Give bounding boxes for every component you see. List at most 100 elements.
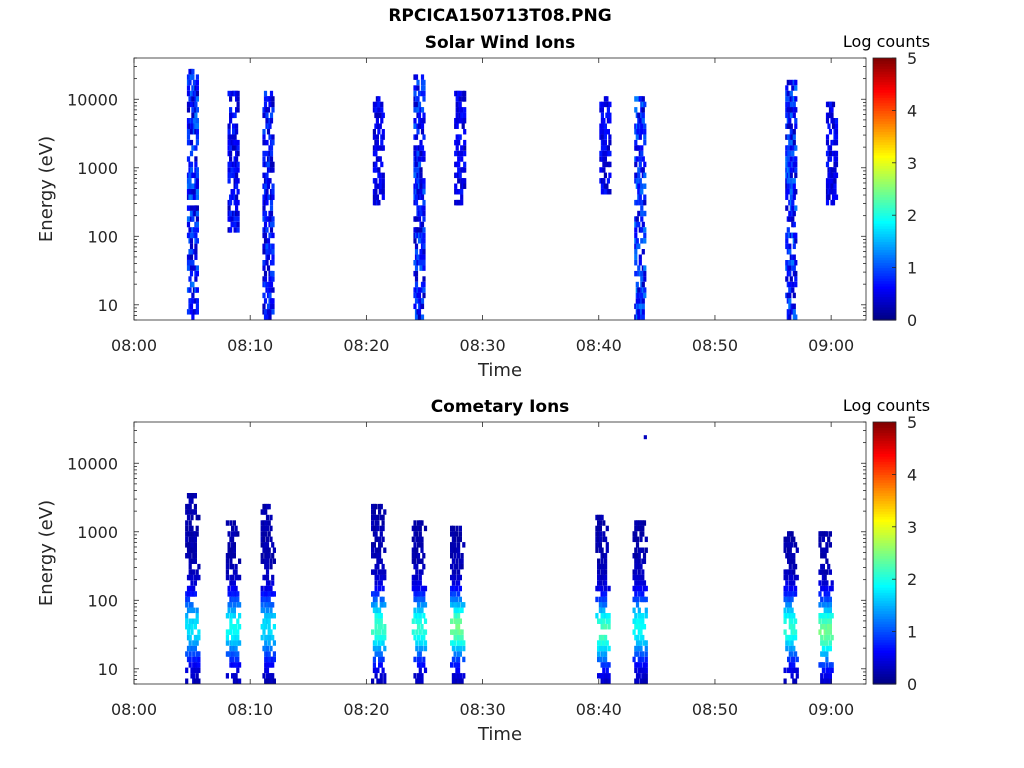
colorbar-segment [873,207,896,211]
heatmap-cell [632,607,636,614]
heatmap-cell [381,574,385,581]
heatmap-cell [371,678,375,684]
heatmap-cell [637,172,641,179]
heatmap-cell [600,596,604,603]
heatmap-cell [371,553,375,559]
colorbar-segment [873,178,896,182]
heatmap-cell [634,520,638,526]
heatmap-cell [265,634,270,641]
heatmap-cell [600,651,604,657]
heatmap-cell [269,145,274,151]
colorbar-segment [873,508,896,512]
heatmap-cell [420,558,424,564]
heatmap-cell [785,536,789,543]
heatmap-cell [271,553,275,559]
heatmap-cell [264,542,268,548]
heatmap-cell [380,118,384,124]
heatmap-cell [377,101,381,108]
heatmap-cell [413,303,417,310]
heatmap-cell [794,585,798,592]
colorbar-segment [873,505,896,510]
heatmap-cell [788,580,792,586]
heatmap-cell [605,183,609,189]
heatmap-cell [786,90,790,97]
heatmap-cell [378,645,382,652]
heatmap-cell [451,591,455,597]
colorbar-segment [873,78,896,83]
heatmap-cell [458,134,462,140]
heatmap-cell [188,651,192,657]
heatmap-cell [828,602,832,608]
heatmap-cell [229,596,233,603]
heatmap-cell [602,673,606,679]
heatmap-cell [195,167,199,173]
heatmap-cell [786,156,790,162]
heatmap-cell [825,656,829,663]
heatmap-cell [791,260,795,266]
heatmap-cell [598,563,602,570]
heatmap-cell [263,276,268,282]
heatmap-cell [231,634,235,641]
heatmap-cell [602,662,606,668]
heatmap-cell [422,79,426,86]
heatmap-cell [783,596,787,603]
heatmap-cell [790,536,794,543]
heatmap-cell [236,210,240,217]
colorbar-segment [873,168,896,172]
heatmap-cell [267,591,271,597]
heatmap-cell [635,134,639,140]
heatmap-cell [231,563,235,570]
heatmap-cell [371,629,375,635]
heatmap-cell [192,645,196,652]
heatmap-cell [381,634,385,641]
heatmap-cell [638,303,642,310]
heatmap-cell [415,640,419,646]
heatmap-cell [265,580,270,586]
heatmap-cell [637,520,641,526]
heatmap-cell [794,276,798,282]
heatmap-cell [788,651,792,657]
heatmap-cell [783,536,787,543]
heatmap-cell [420,547,424,553]
heatmap-cell [604,634,608,641]
heatmap-cell [637,183,641,189]
heatmap-cell [604,585,608,592]
heatmap-cell [185,520,189,526]
heatmap-cell [787,596,791,603]
heatmap-cell [827,678,831,684]
heatmap-cell [451,525,455,532]
heatmap-cell [792,292,796,299]
heatmap-cell [229,227,233,233]
heatmap-cell [190,607,194,614]
heatmap-cell [415,618,419,624]
heatmap-cell [238,662,242,668]
heatmap-cell [383,678,387,684]
heatmap-cell [791,281,795,288]
colorbar-segment [873,81,896,85]
heatmap-cell [640,123,644,129]
heatmap-cell [788,607,792,614]
heatmap-cell [639,678,643,684]
heatmap-cell [379,613,383,619]
heatmap-cell [634,139,638,146]
colorbar-segment [873,487,896,491]
heatmap-cell [453,596,457,603]
heatmap-cell [598,514,602,521]
heatmap-cell [371,514,375,521]
colorbar-segment [873,610,896,614]
colorbar-segment [873,545,896,549]
heatmap-cell [418,678,422,684]
heatmap-cell [232,580,236,586]
heatmap-cell [418,662,422,668]
heatmap-cell [457,656,461,663]
heatmap-cell [192,656,196,663]
heatmap-cell [423,585,428,592]
heatmap-cell [227,205,231,211]
heatmap-cell [422,178,426,184]
heatmap-cell [230,216,234,222]
heatmap-cell [232,569,236,575]
heatmap-cell [188,493,192,499]
heatmap-cell [189,161,194,168]
heatmap-cell [188,498,192,504]
heatmap-cell [189,232,194,239]
